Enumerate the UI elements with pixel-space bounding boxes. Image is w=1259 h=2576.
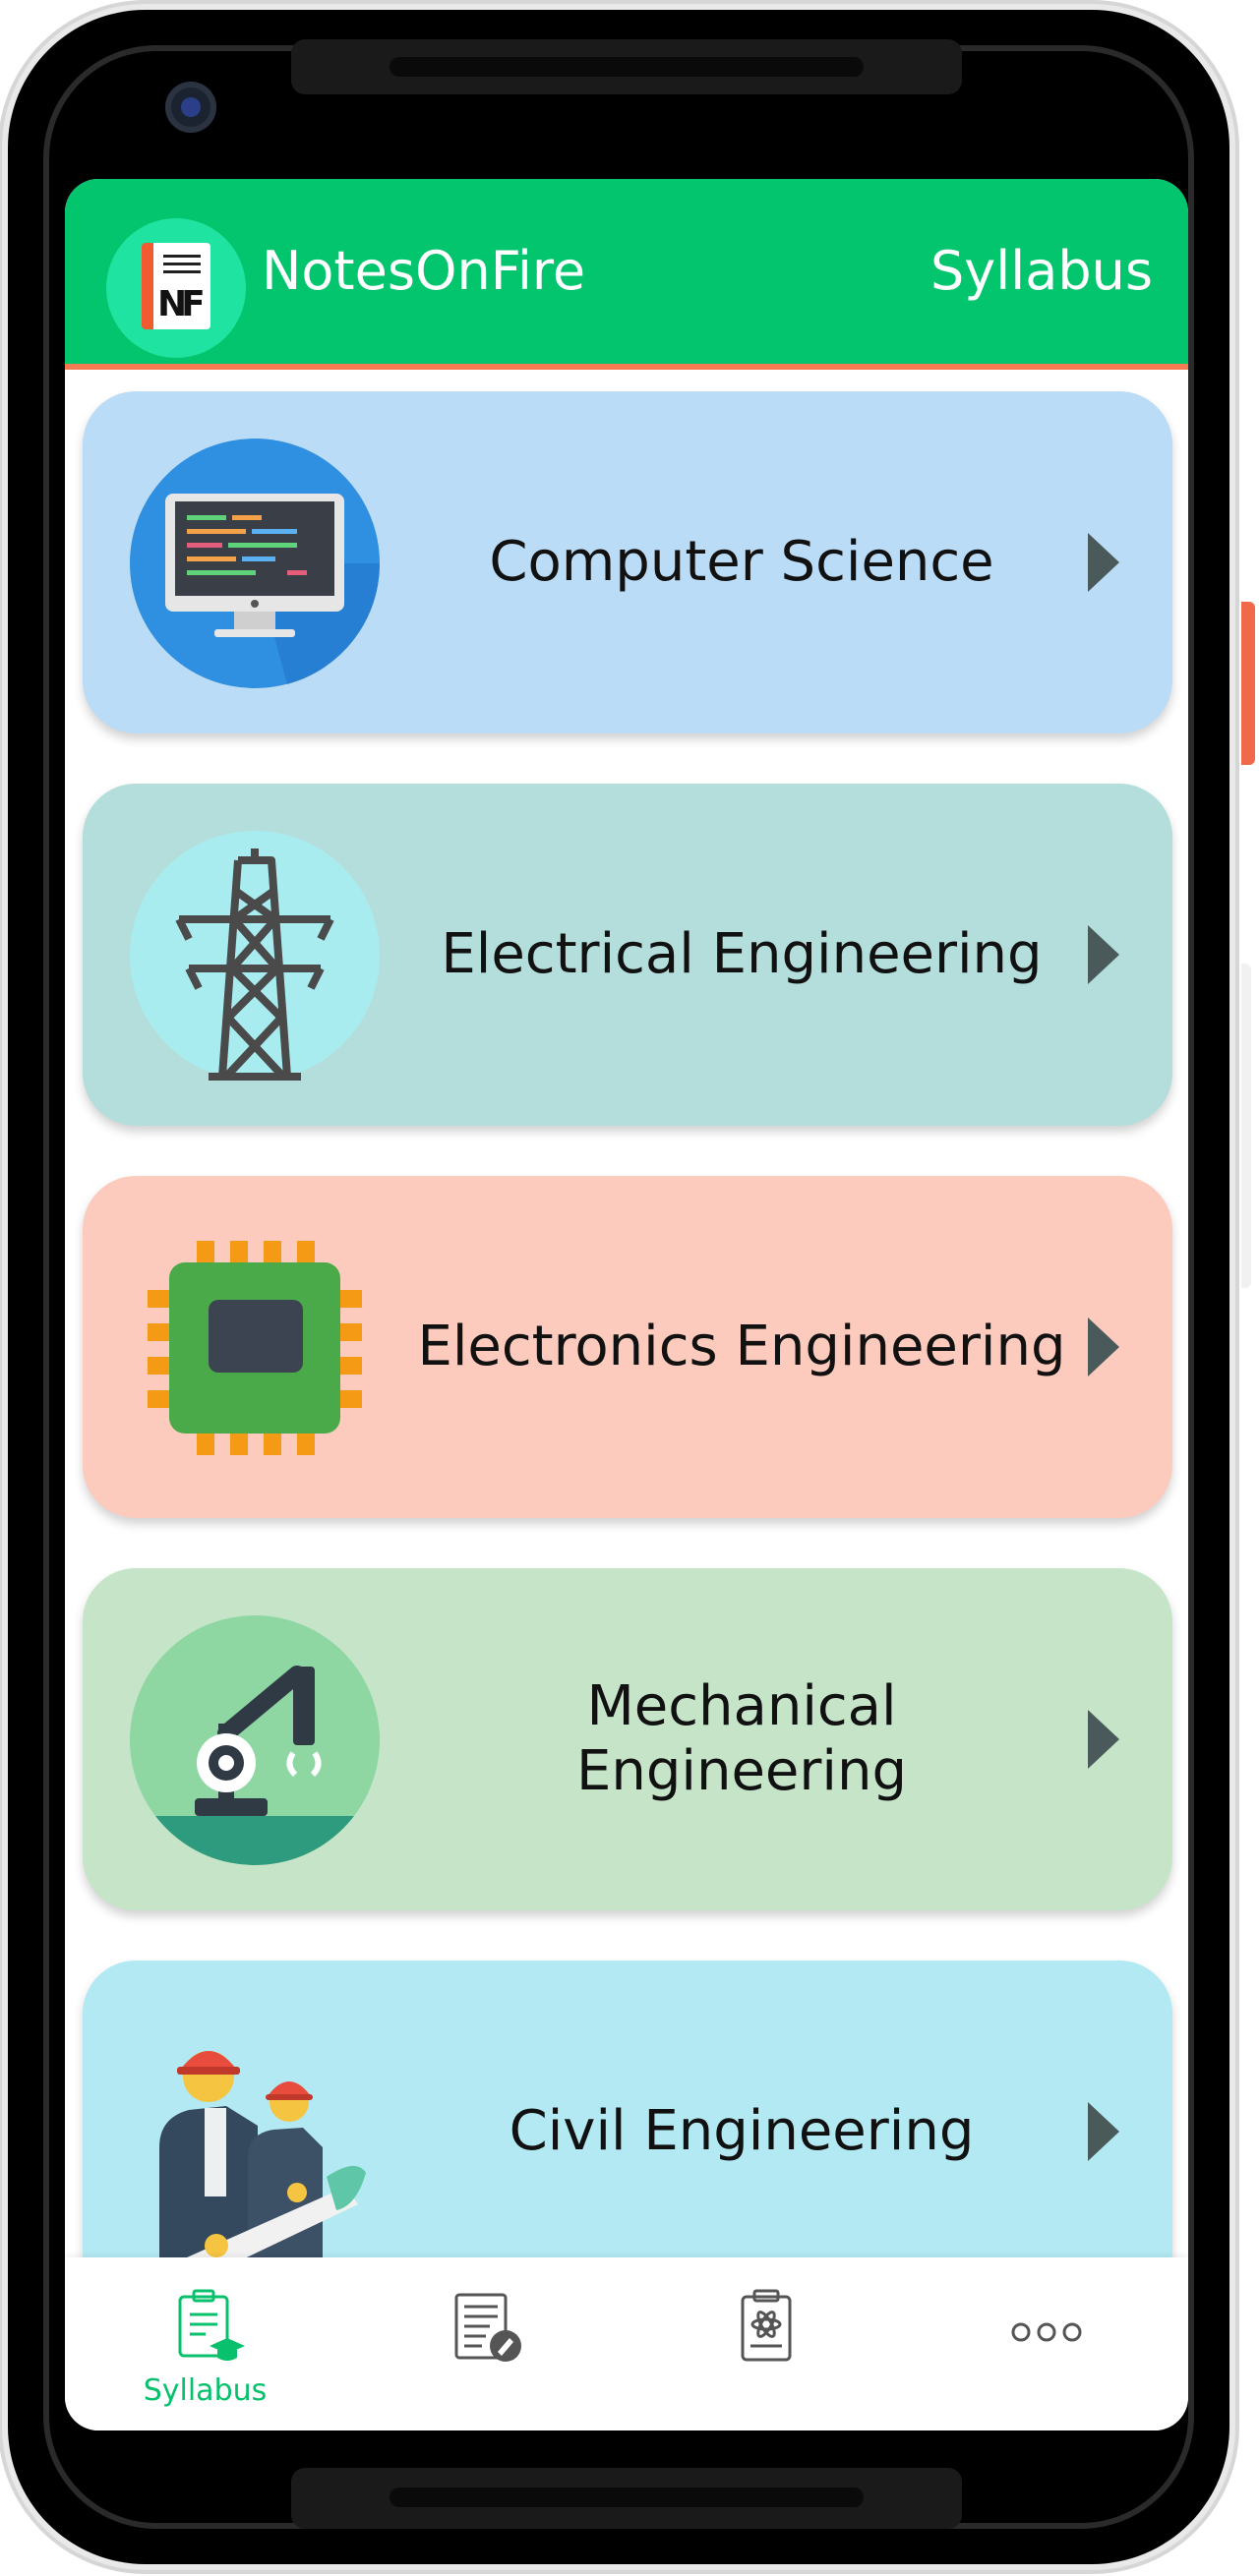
chevron-right-icon (1088, 1317, 1119, 1376)
app-bar: NF NotesOnFire Syllabus (65, 179, 1188, 370)
nav-label: Syllabus (143, 2373, 268, 2408)
branch-card-civil-engineering[interactable]: Civil Engineering (83, 1961, 1172, 2257)
syllabus-clipboard-icon (178, 2289, 245, 2361)
branch-label: Mechanical Engineering (576, 1674, 907, 1803)
transmission-tower-icon (130, 831, 380, 1081)
branch-label: Computer Science (489, 530, 994, 594)
science-clipboard-icon (741, 2289, 791, 2362)
monitor-icon (130, 439, 380, 688)
nav-item-practicals[interactable] (626, 2257, 906, 2430)
branch-card-mechanical-engineering[interactable]: Mechanical Engineering (83, 1568, 1172, 1910)
logo-text: NF (157, 284, 206, 324)
bottom-speaker (291, 2468, 962, 2529)
power-button (1241, 602, 1255, 765)
chevron-right-icon (1088, 925, 1119, 984)
top-speaker (291, 39, 962, 94)
branch-label: Electronics Engineering (417, 1315, 1066, 1378)
chip-icon (148, 1241, 362, 1455)
page-title: Syllabus (930, 240, 1153, 302)
engineers-icon (159, 2051, 366, 2257)
nav-item-notes[interactable] (345, 2257, 626, 2430)
app-logo: NF (106, 218, 246, 358)
phone-frame: NF NotesOnFire Syllabus (8, 10, 1229, 2564)
branch-label: Electrical Engineering (441, 922, 1043, 986)
branch-card-electronics-engineering[interactable]: Electronics Engineering (83, 1176, 1172, 1518)
chevron-right-icon (1088, 533, 1119, 592)
nav-item-more[interactable] (906, 2257, 1186, 2430)
front-camera (165, 82, 216, 133)
volume-button (1241, 964, 1251, 1288)
branch-card-electrical-engineering[interactable]: Electrical Engineering (83, 784, 1172, 1126)
more-dots-icon (1011, 2322, 1081, 2342)
notes-edit-icon (454, 2293, 521, 2362)
chevron-right-icon (1088, 1710, 1119, 1769)
branch-label: Civil Engineering (509, 2099, 975, 2163)
logo-notebook-icon: NF (142, 243, 210, 329)
chevron-right-icon (1088, 2102, 1119, 2161)
robotic-arm-icon (130, 1615, 380, 1865)
branch-list: Computer Science (65, 370, 1188, 2257)
branch-card-computer-science[interactable]: Computer Science (83, 391, 1172, 733)
app-screen: NF NotesOnFire Syllabus (65, 179, 1188, 2430)
app-title: NotesOnFire (262, 240, 586, 302)
bottom-navigation: Syllabus (65, 2257, 1188, 2430)
nav-item-syllabus[interactable]: Syllabus (65, 2257, 345, 2430)
